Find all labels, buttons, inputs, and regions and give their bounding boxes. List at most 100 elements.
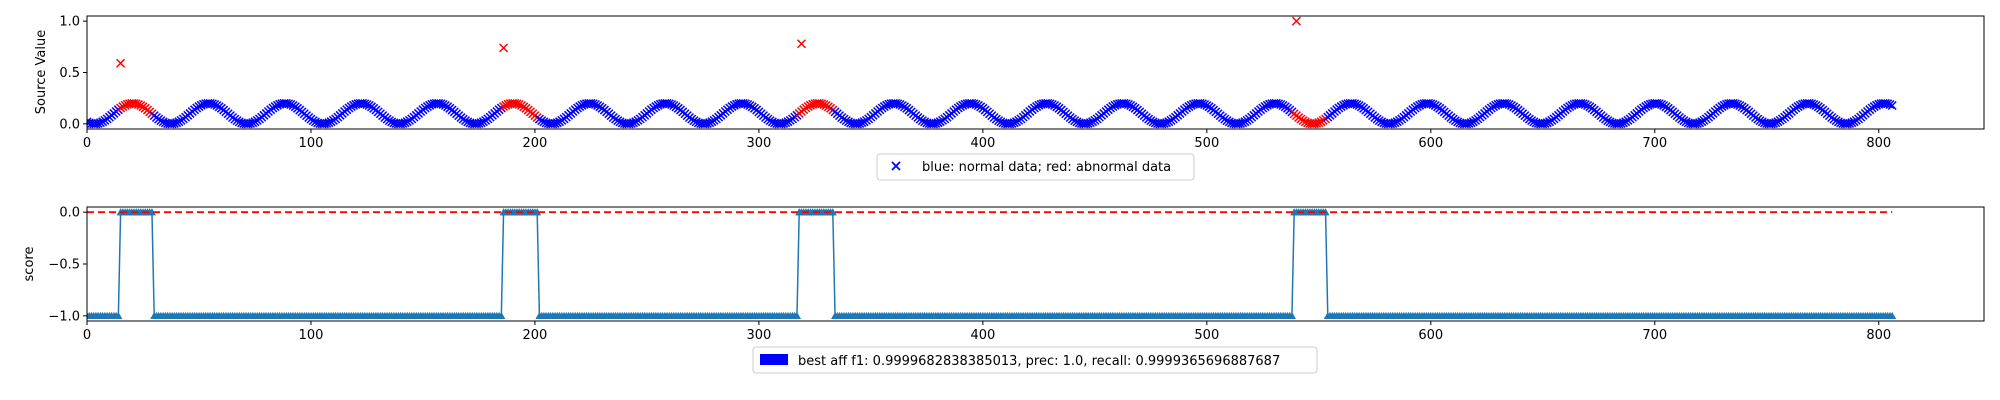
score-point: [147, 208, 156, 216]
legend-x-marker-icon: [891, 161, 901, 171]
normal-point-stroke: [286, 99, 296, 110]
normal-point: [1695, 118, 1705, 128]
normal-point-stroke: [1686, 118, 1696, 129]
normal-point-stroke: [924, 118, 934, 129]
legend-blue-patch-icon: [760, 354, 788, 365]
normal-point-stroke: [1500, 98, 1510, 108]
x-tick-label: 0: [83, 328, 91, 343]
abnormal-spike-point: [1291, 16, 1301, 26]
abnormal-point-stroke: [819, 99, 829, 110]
normal-point: [1542, 118, 1552, 128]
normal-point-stroke: [1376, 117, 1387, 127]
normal-point: [667, 99, 677, 110]
score-plot-frame: [86, 206, 1985, 322]
score-point: [1287, 311, 1296, 320]
score-legend: best aff f1: 0.9999682838385013, prec: 1…: [752, 346, 1318, 374]
source-value-x-ticks: 0 100 200 300 400 500 600 700 800: [83, 129, 1891, 151]
abnormal-point-stroke: [1305, 118, 1315, 129]
normal-point-stroke: [1072, 117, 1082, 127]
normal-point-stroke: [969, 99, 979, 109]
normal-point-stroke: [1580, 99, 1590, 110]
abnormal-point: [514, 99, 524, 110]
x-tick-label: 0: [83, 136, 91, 151]
abnormal-spike-point-stroke: [499, 43, 509, 53]
normal-point: [362, 99, 372, 110]
normal-point-stroke: [87, 117, 92, 123]
normal-point-stroke: [895, 99, 905, 110]
normal-point: [1238, 118, 1248, 128]
normal-point: [1656, 99, 1667, 110]
normal-point-stroke: [281, 98, 291, 108]
abnormal-point-stroke: [129, 98, 139, 108]
normal-point-stroke: [893, 99, 903, 109]
normal-point-stroke: [743, 99, 753, 110]
normal-point-stroke: [1847, 118, 1857, 128]
normal-point-stroke: [463, 117, 473, 127]
normal-point-stroke: [158, 117, 168, 127]
normal-point-stroke: [1880, 98, 1890, 108]
normal-point-stroke: [315, 118, 325, 129]
y-tick-label: 1.0: [59, 15, 80, 30]
normal-point: [895, 99, 905, 110]
score-line: [87, 211, 1893, 317]
normal-point-stroke: [615, 117, 625, 127]
normal-point-stroke: [857, 118, 867, 128]
normal-point: [1809, 99, 1819, 110]
source-value-legend: blue: normal data; red: abnormal data: [876, 153, 1195, 181]
normal-point-stroke: [1887, 100, 1897, 111]
normal-point-stroke: [1271, 98, 1281, 108]
source-value-legend-box: [876, 153, 1195, 181]
normal-point-stroke: [539, 117, 549, 127]
normal-point-stroke: [1504, 99, 1514, 110]
source-value-points: [87, 16, 1897, 129]
normal-point-stroke: [438, 99, 448, 110]
abnormal-spike-point-stroke: [1291, 16, 1301, 26]
normal-point: [172, 118, 182, 128]
x-tick-label: 200: [523, 136, 548, 151]
normal-point: [286, 99, 296, 110]
normal-point: [1618, 118, 1628, 128]
x-tick-label: 600: [1418, 136, 1443, 151]
normal-point: [1771, 118, 1781, 128]
normal-point: [1085, 118, 1095, 128]
normal-point-stroke: [1757, 117, 1767, 127]
normal-point-stroke: [1121, 99, 1131, 109]
normal-point: [781, 118, 791, 128]
normal-point-stroke: [664, 99, 674, 109]
y-tick-label: −1.0: [48, 309, 80, 324]
abnormal-point-stroke: [1314, 118, 1324, 128]
score-point: [1888, 311, 1897, 320]
normal-point-stroke: [1883, 99, 1893, 109]
source-value-y-axis-label: Source Value: [34, 30, 49, 114]
normal-point-stroke: [1085, 118, 1095, 128]
abnormal-point: [133, 99, 144, 110]
normal-point-stroke: [1681, 117, 1691, 127]
normal-point: [1390, 118, 1400, 128]
normal-point: [476, 118, 486, 128]
normal-point-stroke: [590, 99, 600, 110]
normal-point: [1428, 99, 1438, 110]
normal-point-stroke: [387, 117, 397, 127]
normal-point-stroke: [705, 118, 715, 128]
normal-point-stroke: [1730, 99, 1740, 109]
abnormal-point-stroke: [817, 99, 827, 109]
abnormal-spike-point: [499, 43, 509, 53]
normal-point-stroke: [996, 117, 1006, 127]
normal-point-stroke: [740, 99, 750, 109]
normal-point: [1733, 99, 1743, 110]
normal-point-stroke: [1276, 99, 1286, 110]
normal-point-stroke: [357, 98, 368, 108]
normal-point: [1123, 99, 1133, 110]
normal-point-stroke: [543, 118, 553, 129]
abnormal-point-stroke: [133, 99, 144, 110]
normal-point-stroke: [1804, 98, 1814, 108]
x-tick-label: 800: [1866, 328, 1891, 343]
normal-point-stroke: [1609, 118, 1619, 129]
normal-point-stroke: [1161, 118, 1172, 128]
score-y-axis-label: score: [22, 247, 37, 282]
normal-point: [590, 99, 600, 110]
normal-point-stroke: [1695, 118, 1705, 128]
normal-point-stroke: [434, 98, 444, 108]
x-tick-label: 100: [299, 328, 324, 343]
